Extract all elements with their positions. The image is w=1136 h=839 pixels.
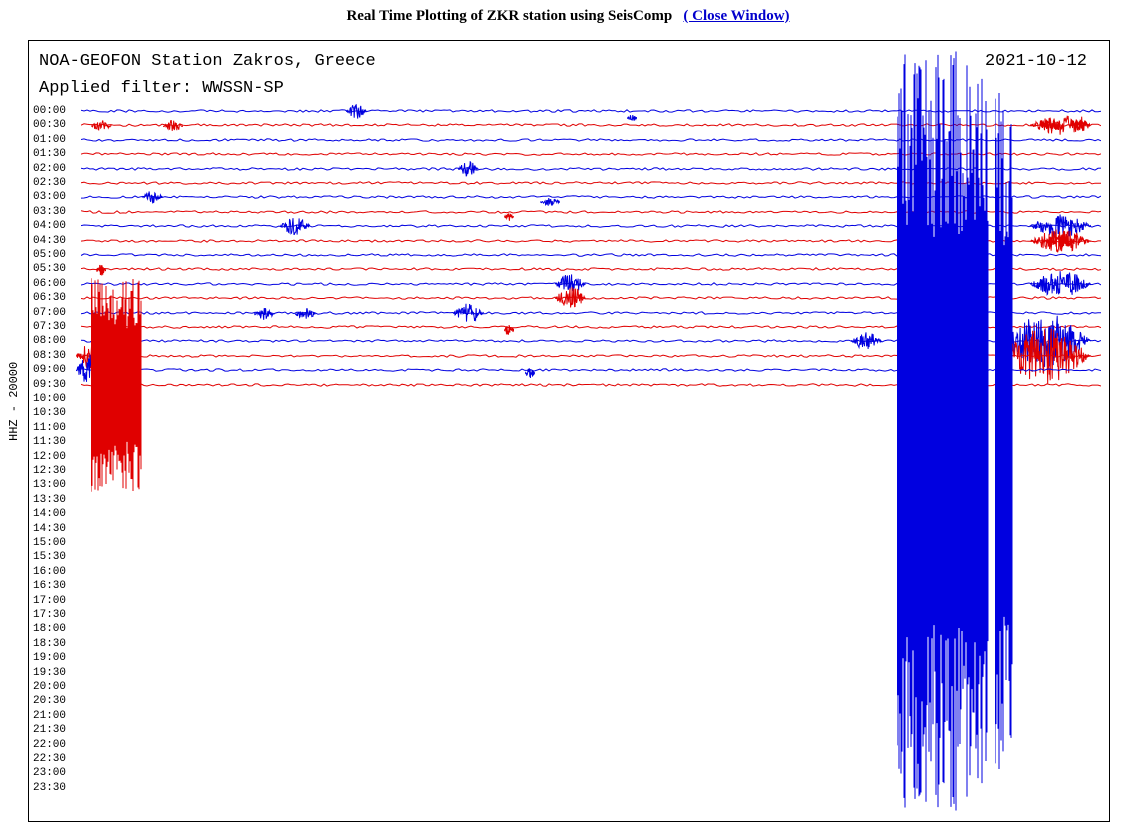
filter-label: Applied filter: WWSSN-SP [39,79,284,98]
time-label: 00:00 [33,105,66,117]
time-label: 14:00 [33,508,66,520]
time-label: 01:30 [33,148,66,160]
saturation-column [897,51,989,816]
seismic-burst [525,365,535,383]
time-label: 15:00 [33,537,66,549]
time-label: 10:30 [33,407,66,419]
time-label: 03:00 [33,191,66,203]
time-label: 19:00 [33,652,66,664]
time-label: 20:30 [33,695,66,707]
time-label: 16:30 [33,580,66,592]
time-label: 17:00 [33,595,66,607]
time-label: 13:00 [33,479,66,491]
time-label: 09:30 [33,379,66,391]
time-label: 14:30 [33,523,66,535]
time-label: 02:00 [33,163,66,175]
page: Real Time Plotting of ZKR station using … [0,0,1136,839]
date-label: 2021-10-12 [985,52,1087,71]
time-label: 16:00 [33,566,66,578]
seismic-burst [504,322,514,340]
y-axis-label: HHZ - 20000 [7,362,21,441]
time-label: 18:30 [33,638,66,650]
time-label: 05:00 [33,249,66,261]
time-label: 05:30 [33,263,66,275]
time-label: 11:30 [33,436,66,448]
time-label: 07:30 [33,321,66,333]
time-label: 23:00 [33,767,66,779]
time-label: 22:30 [33,753,66,765]
time-label: 20:00 [33,681,66,693]
seismogram-plot: NOA-GEOFON Station Zakros, Greece Applie… [28,40,1110,822]
time-label: 17:30 [33,609,66,621]
time-label: 04:00 [33,220,66,232]
trace-area: 00:0000:3001:0001:3002:0002:3003:0003:30… [81,111,1101,811]
time-label: 11:00 [33,422,66,434]
time-label: 22:00 [33,739,66,751]
time-label: 12:30 [33,465,66,477]
seismic-burst [142,190,162,209]
time-label: 09:00 [33,364,66,376]
seismic-burst [346,103,366,124]
seismic-burst [458,161,478,182]
seismic-event-tail [91,275,142,500]
time-label: 08:30 [33,350,66,362]
time-label: 23:30 [33,782,66,794]
time-label: 15:30 [33,551,66,563]
time-label: 04:30 [33,235,66,247]
station-label: NOA-GEOFON Station Zakros, Greece [39,52,376,71]
seismic-burst [91,119,111,137]
time-label: 06:00 [33,278,66,290]
time-label: 12:00 [33,451,66,463]
page-title: Real Time Plotting of ZKR station using … [0,8,1136,25]
time-label: 21:30 [33,724,66,736]
time-label: 00:30 [33,119,66,131]
title-text: Real Time Plotting of ZKR station using … [346,8,672,24]
time-label: 19:30 [33,667,66,679]
time-label: 10:00 [33,393,66,405]
time-label: 07:00 [33,307,66,319]
time-label: 01:00 [33,134,66,146]
time-label: 13:30 [33,494,66,506]
close-window-link[interactable]: ( Close Window) [683,8,789,24]
time-label: 21:00 [33,710,66,722]
time-label: 06:30 [33,292,66,304]
time-label: 08:00 [33,335,66,347]
seismic-burst [254,307,274,325]
seismic-burst [295,307,315,325]
time-label: 02:30 [33,177,66,189]
seismic-burst [163,119,183,137]
time-label: 03:30 [33,206,66,218]
saturation-column [995,91,1013,776]
time-label: 18:00 [33,623,66,635]
